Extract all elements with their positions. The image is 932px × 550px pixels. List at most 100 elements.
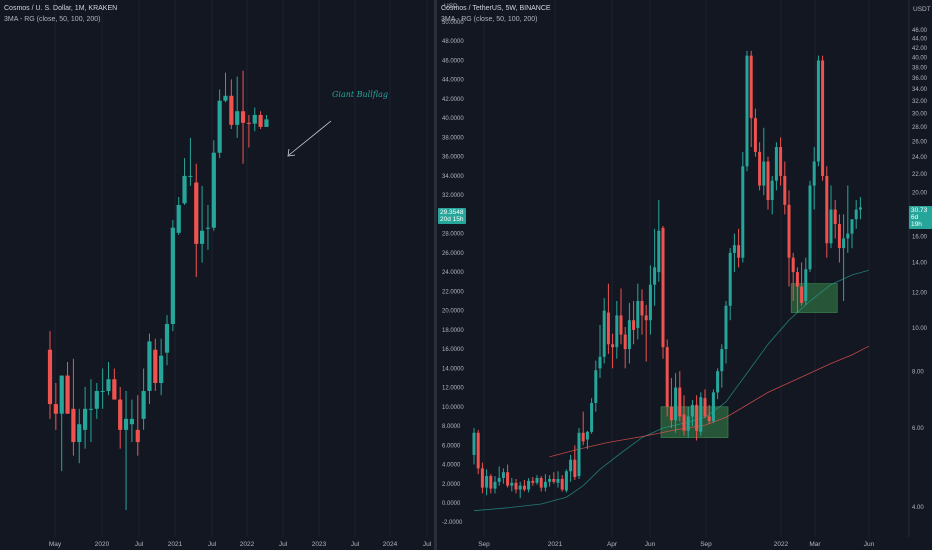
right-candle-body: [808, 185, 812, 270]
right-candle-body: [741, 166, 745, 258]
left-candle-body: [118, 399, 123, 430]
right-candle: [833, 199, 837, 239]
left-candle: [53, 383, 58, 430]
left-candle: [164, 315, 170, 366]
left-candle: [59, 375, 64, 472]
right-candle: [531, 477, 535, 486]
right-countdown: 6d 19h: [911, 214, 922, 228]
right-y-tick-label: 34.00: [912, 87, 928, 93]
right-candle-body: [627, 320, 631, 350]
right-candle-body: [749, 55, 753, 119]
right-candle: [632, 300, 636, 345]
right-candle-body: [569, 459, 573, 472]
right-candle-body: [644, 315, 648, 321]
right-candle: [577, 427, 581, 479]
right-candle: [581, 411, 585, 446]
left-candle: [153, 338, 158, 391]
pane-divider[interactable]: [434, 0, 437, 550]
right-candle-body: [745, 55, 749, 167]
right-candle: [552, 472, 556, 484]
left-candle: [106, 361, 111, 396]
left-candle: [170, 219, 175, 332]
right-candle-body: [665, 347, 669, 407]
right-candle: [842, 214, 846, 301]
right-y-tick-label: 10.00: [912, 326, 928, 332]
right-symbol-title: Cosmos / TetherUS, 5W, BINANCE: [441, 5, 551, 12]
right-candle-body: [606, 312, 610, 345]
left-y-tick-label: 12.0000: [442, 386, 464, 392]
left-candle: [141, 368, 146, 430]
left-candle: [88, 379, 94, 443]
right-candle-body: [699, 397, 703, 432]
right-y-tick-label: 4.00: [912, 505, 924, 511]
right-y-tick-label: 30.00: [912, 111, 928, 117]
right-candle-body: [774, 147, 778, 181]
right-candle-body: [787, 204, 791, 258]
right-x-tick-label: Apr: [607, 541, 618, 548]
right-candle: [640, 289, 644, 335]
right-candle-body: [753, 118, 757, 152]
left-candle-body: [135, 429, 140, 443]
left-y-tick-label: 20.0000: [442, 309, 464, 315]
right-candle: [758, 142, 762, 191]
right-candle: [619, 288, 623, 345]
left-candle-body: [258, 114, 263, 127]
left-candle-body: [123, 418, 129, 430]
right-candle: [623, 326, 627, 369]
right-candle-body: [783, 175, 787, 205]
right-candle: [858, 197, 862, 220]
left-candle-body: [235, 111, 240, 125]
left-candlestick-chart[interactable]: Giant Bullflag May 2020 Jul 2021 Jul 2022 Jul 20…: [0, 0, 434, 550]
right-candle-body: [581, 432, 585, 442]
annotation-text: Giant Bullflag: [332, 90, 388, 99]
left-y-tick-label: 24.0000: [442, 270, 464, 276]
right-candle: [674, 373, 678, 433]
right-y-tick-label: 12.00: [912, 290, 928, 296]
right-candle-body: [678, 387, 682, 417]
right-candle: [695, 395, 699, 441]
left-candle-body: [159, 355, 164, 384]
right-candlestick-chart[interactable]: -2.0000 0.0000 2.0000 4.0000 6.0000 8.0000 10.…: [437, 0, 932, 550]
left-candle: [176, 196, 181, 235]
left-countdown: 20d 15h: [440, 216, 464, 223]
right-candle-body: [619, 315, 623, 335]
left-x-tick-label: Jul: [423, 541, 432, 548]
right-x-tick-label: Mar: [809, 541, 821, 548]
left-candle: [112, 368, 117, 400]
right-candle: [669, 377, 673, 428]
right-candle: [766, 156, 770, 210]
right-candle-body: [506, 472, 510, 486]
right-candle-body: [758, 151, 762, 186]
right-candle-body: [837, 224, 841, 249]
left-y-tick-label: 28.0000: [442, 232, 464, 238]
right-y-tick-label: 28.00: [912, 125, 928, 131]
right-candle-body: [522, 485, 526, 490]
right-candle-body: [800, 286, 804, 303]
right-candle-body: [489, 476, 493, 489]
right-candle-body: [833, 209, 837, 225]
right-chart-pane[interactable]: Cosmos / TetherUS, 5W, BINANCE 3MA - RG …: [437, 0, 932, 550]
left-y-tick-label: 40.0000: [442, 116, 464, 122]
right-candle-body: [669, 406, 673, 421]
right-candle: [720, 344, 724, 388]
right-candle: [829, 185, 833, 249]
left-candle-body: [182, 175, 187, 204]
right-chart-legend: Cosmos / TetherUS, 5W, BINANCE 3MA - RG …: [441, 3, 551, 25]
right-candle: [690, 400, 694, 427]
left-candle-body: [211, 152, 216, 228]
right-candle: [678, 371, 682, 422]
left-candle: [94, 383, 99, 419]
left-chart-pane[interactable]: Cosmos / U. S. Dollar, 1M, KRAKEN 3MA - …: [0, 0, 434, 550]
left-candle-body: [217, 100, 222, 153]
right-candle-body: [539, 477, 543, 488]
left-candle: [205, 204, 211, 250]
left-y-tick-label: 4.0000: [442, 463, 461, 469]
right-candle-body: [762, 161, 766, 186]
right-candle-body: [732, 245, 736, 253]
right-candle-body: [686, 416, 690, 431]
right-y-tick-label: 36.00: [912, 76, 928, 82]
right-candle: [615, 300, 619, 359]
right-candle: [527, 477, 531, 493]
right-candle: [821, 55, 825, 181]
right-candle-body: [724, 305, 728, 350]
